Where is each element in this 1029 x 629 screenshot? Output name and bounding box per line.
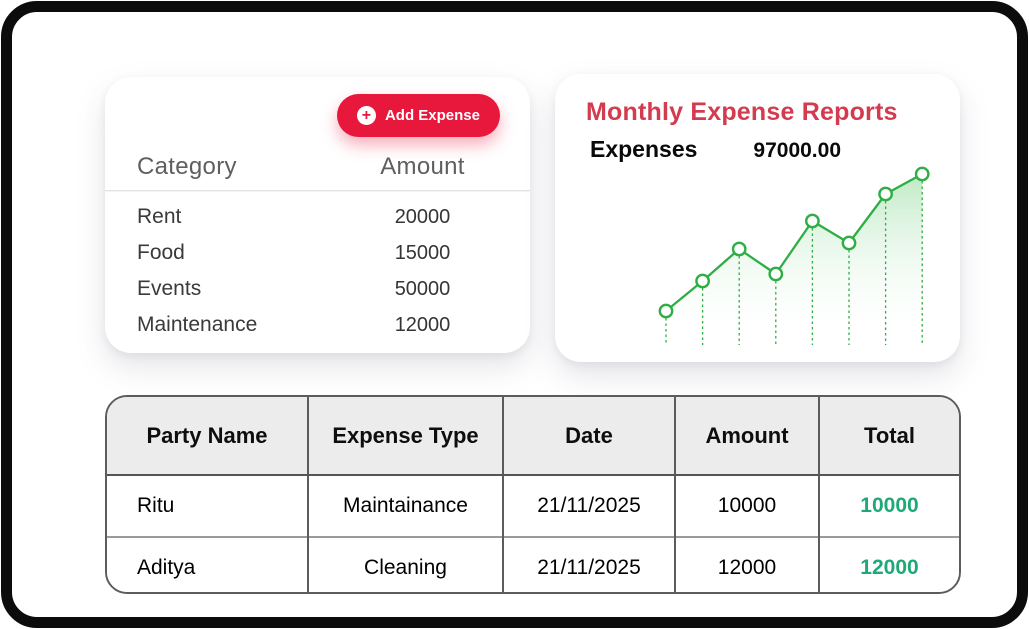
category-column-header: Category [137,153,237,180]
chart-droplines [665,181,923,345]
monthly-report-card: Monthly Expense Reports Expenses 97000.0… [555,74,960,362]
header-expense-type: Expense Type [307,397,503,476]
chart-line [665,172,923,312]
plus-glyph: + [361,106,372,124]
table-row: Aditya Cleaning 21/11/2025 12000 12000 [107,536,959,592]
category-table-header: Category Amount [105,77,530,181]
category-label: Events [137,277,202,300]
category-row-events: Events 50000 [105,271,530,307]
category-rows: Rent 20000 Food 15000 Events 50000 Maint… [105,199,530,343]
plus-circle-icon: + [356,106,376,125]
chart-markers [658,166,930,319]
cell-party-name: Ritu [107,475,308,537]
category-row-food: Food 15000 [105,235,530,271]
category-amount: 20000 [394,205,451,228]
chart-area-fill [666,174,923,345]
cell-date: 21/11/2025 [502,536,675,592]
ledger-header-row: Party Name Expense Type Date Amount Tota… [107,397,959,476]
header-date: Date [502,397,675,476]
category-amount: 15000 [394,241,451,264]
category-amount: 50000 [394,277,451,300]
category-row-rent: Rent 20000 [105,199,530,235]
cell-total: 10000 [818,475,959,537]
cell-total: 12000 [818,536,959,592]
category-label: Maintenance [137,313,258,336]
header-party-name: Party Name [107,397,308,476]
header-total: Total [818,397,959,476]
category-label: Food [137,241,185,264]
add-expense-label: Add Expense [384,107,480,124]
cell-amount: 12000 [674,536,819,592]
expenses-label: Expenses [590,136,698,162]
report-title: Monthly Expense Reports [586,98,898,126]
table-row: Ritu Maintainance 21/11/2025 10000 10000 [107,475,959,537]
amount-column-header: Amount [380,153,465,180]
header-divider [105,190,530,191]
expense-chart [658,166,930,345]
expenses-total-value: 97000.00 [753,139,841,162]
category-amount: 12000 [394,313,451,336]
ledger-table: Party Name Expense Type Date Amount Tota… [105,395,961,594]
cell-party-name: Aditya [107,536,308,592]
header-amount: Amount [674,397,819,476]
cell-expense-type: Maintainance [307,475,503,537]
cell-date: 21/11/2025 [502,475,675,537]
category-row-maintenance: Maintenance 12000 [105,307,530,343]
cell-expense-type: Cleaning [307,536,503,592]
cell-amount: 10000 [674,475,819,537]
report-subheader: Expenses 97000.00 [555,136,960,163]
category-label: Rent [137,205,182,228]
add-expense-button[interactable]: + Add Expense [336,94,500,137]
expense-category-card: + Add Expense Category Amount Rent 20000… [105,77,530,353]
